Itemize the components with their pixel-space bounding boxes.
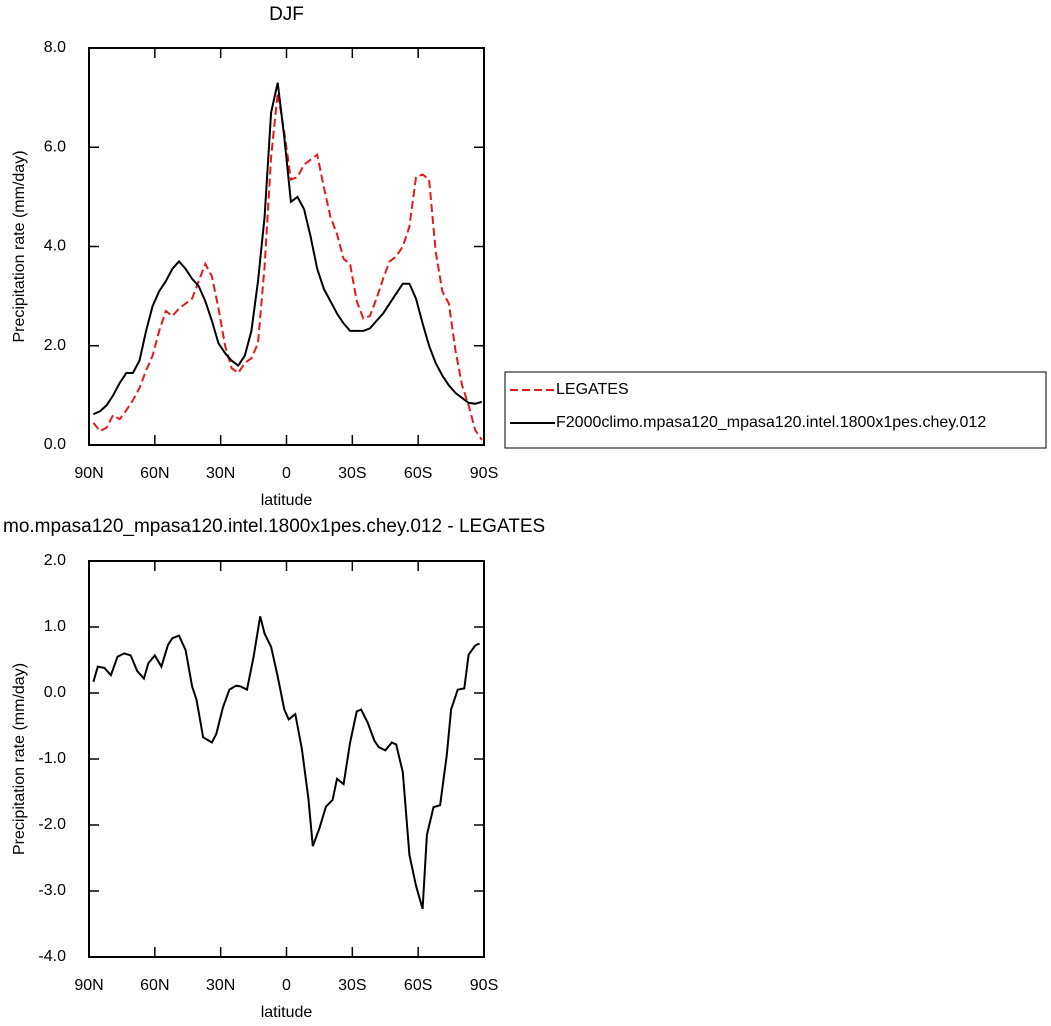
y-tick-label: 0.0 (44, 436, 66, 453)
series-line (92, 82, 483, 416)
series-line (92, 92, 483, 441)
y-tick-label: 2.0 (44, 552, 66, 569)
chart-title: DJF (269, 4, 304, 25)
y-tick-label: 0.0 (44, 684, 66, 701)
x-tick-label: 30N (206, 465, 235, 482)
legend-label: F2000climo.mpasa120_mpasa120.intel.1800x… (556, 414, 986, 431)
y-tick-label: 2.0 (44, 337, 66, 354)
x-tick-label: 30S (338, 977, 366, 994)
x-tick-label: 60S (404, 465, 432, 482)
y-tick-label: 4.0 (44, 238, 66, 255)
y-tick-label: -2.0 (38, 816, 66, 833)
y-tick-label: -4.0 (38, 948, 66, 965)
series-line (92, 616, 481, 910)
legend-label: LEGATES (556, 381, 629, 398)
x-tick-label: 60S (404, 977, 432, 994)
x-tick-label: 0 (282, 465, 291, 482)
x-tick-label: 90S (470, 977, 498, 994)
y-axis-label: Precipitation rate (mm/day) (11, 150, 28, 342)
x-axis-label: latitude (261, 1004, 313, 1021)
plot-frame (88, 47, 485, 446)
x-tick-label: 60N (140, 977, 169, 994)
x-tick-label: 30N (206, 977, 235, 994)
x-axis-label: latitude (261, 492, 313, 509)
legend-box (504, 371, 1047, 449)
x-tick-label: 60N (140, 465, 169, 482)
chart-title: mo.mpasa120_mpasa120.intel.1800x1pes.che… (3, 516, 545, 537)
x-tick-label: 90S (470, 465, 498, 482)
x-tick-label: 0 (282, 977, 291, 994)
plot-frame (88, 560, 485, 958)
y-tick-label: -3.0 (38, 882, 66, 899)
x-tick-label: 30S (338, 465, 366, 482)
x-tick-label: 90N (74, 465, 103, 482)
x-tick-label: 90N (74, 977, 103, 994)
y-tick-label: 1.0 (44, 618, 66, 635)
y-tick-label: 8.0 (44, 39, 66, 56)
y-tick-label: -1.0 (38, 750, 66, 767)
y-axis-label: Precipitation rate (mm/day) (11, 663, 28, 855)
y-tick-label: 6.0 (44, 138, 66, 155)
